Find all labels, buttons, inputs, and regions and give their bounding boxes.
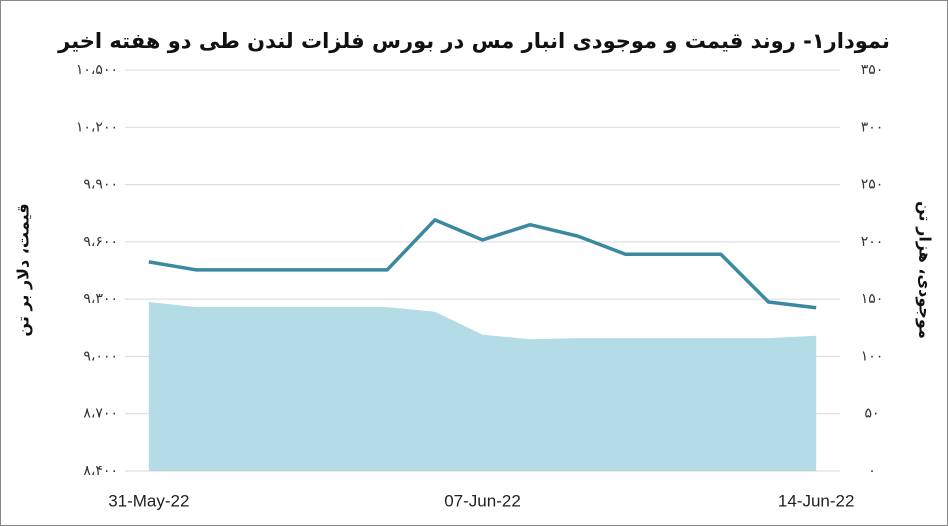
x-tick-label: 31-May-22 [108,491,189,510]
y-tick-label: ۱۰،۲۰۰ [76,119,118,135]
y-tick-label: ۹،۰۰۰ [83,348,118,364]
chart-title: نمودار۱- روند قیمت و موجودی انبار مس در … [57,29,890,53]
y2-tick-label: ۳۵۰ [861,62,884,78]
y-tick-label: ۸،۴۰۰ [83,463,118,479]
y2-tick-label: ۲۰۰ [861,234,884,250]
y2-axis-title: موجودی، هزار تن [916,201,935,339]
x-tick-label: 07-Jun-22 [444,491,521,510]
x-tick-label: 14-Jun-22 [778,491,855,510]
y-tick-label: ۱۰،۵۰۰ [76,62,118,78]
y2-tick-label: ۵۰ [864,406,879,422]
y2-tick-label: ۳۰۰ [861,119,884,135]
y2-tick-label: ۲۵۰ [861,177,884,193]
y2-tick-label: ۰ [868,463,876,479]
line [148,218,817,310]
y-tick-label: ۹،۶۰۰ [83,234,118,250]
y-tick-label: ۸،۷۰۰ [83,406,118,422]
y2-tick-label: ۱۵۰ [861,291,884,307]
y-tick-label: ۹،۳۰۰ [83,291,118,307]
area [148,302,817,471]
y-axis-title: قیمت، دلار بر تن [14,203,33,336]
y-tick-label: ۹،۹۰۰ [83,177,118,193]
y2-tick-label: ۱۰۰ [861,348,884,364]
